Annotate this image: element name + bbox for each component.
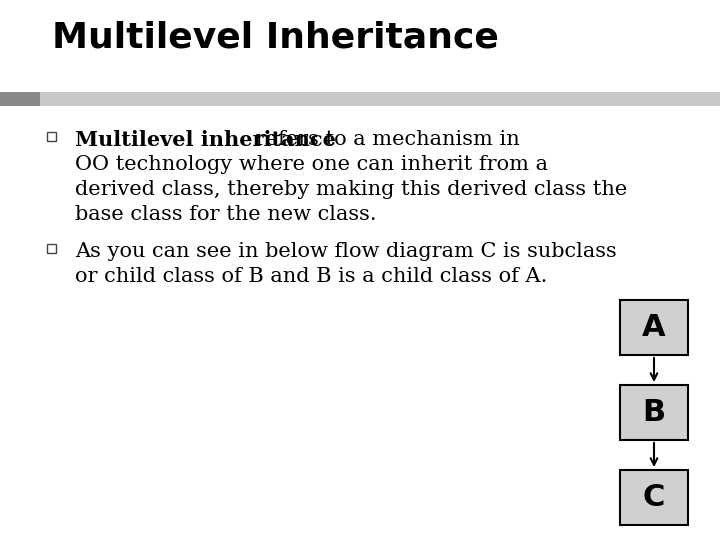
Bar <box>40 92 720 106</box>
Text: A: A <box>642 313 666 342</box>
Text: Multilevel Inheritance: Multilevel Inheritance <box>52 20 499 54</box>
Text: C: C <box>643 483 665 512</box>
Bar <box>0 92 40 106</box>
Text: OO technology where one can inherit from a: OO technology where one can inherit from… <box>75 155 548 174</box>
Text: Multilevel inheritance: Multilevel inheritance <box>75 130 336 150</box>
Bar <box>47 132 56 141</box>
Text: B: B <box>642 398 665 427</box>
Text: or child class of B and B is a child class of A.: or child class of B and B is a child cla… <box>75 267 547 286</box>
Bar <box>620 300 688 355</box>
Bar <box>47 244 56 253</box>
Bar <box>620 470 688 525</box>
Text: derived class, thereby making this derived class the: derived class, thereby making this deriv… <box>75 180 627 199</box>
Text: refers to a mechanism in: refers to a mechanism in <box>249 130 520 149</box>
Text: As you can see in below flow diagram C is subclass: As you can see in below flow diagram C i… <box>75 242 617 261</box>
Text: base class for the new class.: base class for the new class. <box>75 205 377 224</box>
Bar <box>620 385 688 440</box>
